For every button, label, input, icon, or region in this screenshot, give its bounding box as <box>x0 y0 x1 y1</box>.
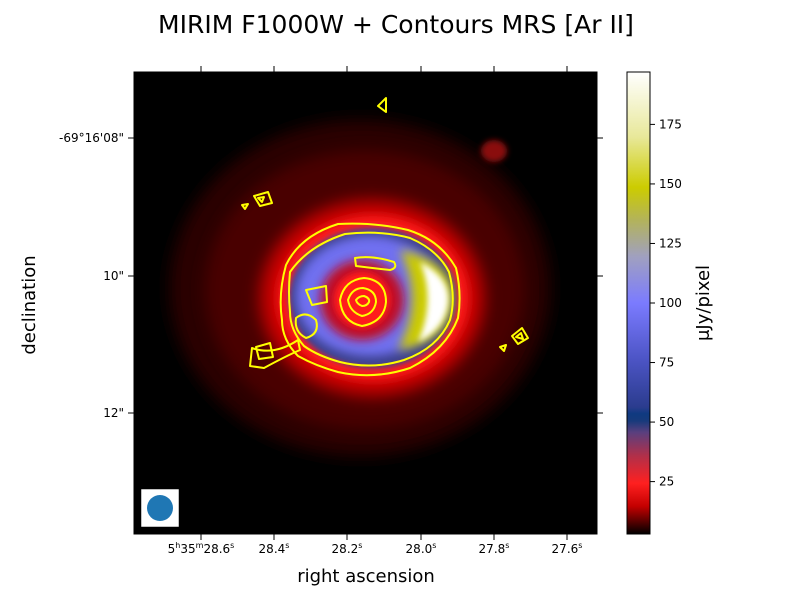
colorbar-tick-label-3: 100 <box>659 296 682 310</box>
contour-left-top <box>253 191 273 207</box>
bright-crescent <box>418 262 449 342</box>
contour-right <box>511 327 529 345</box>
contour-center-outer <box>339 277 387 327</box>
colorbar-gradient <box>626 71 651 535</box>
beam-circle <box>147 495 173 521</box>
contour-tail <box>249 339 301 369</box>
colorbar-tick-label-1: 50 <box>659 415 674 429</box>
y-tick-label-2: 12" <box>103 406 124 420</box>
x-tick-label-0: 5h35m28.6s <box>168 541 235 556</box>
colorbar-ticks: 25 50 75 100 125 150 175 <box>650 117 682 489</box>
contour-mid <box>288 231 454 367</box>
contour-left-small <box>241 203 249 210</box>
chart-title: MIRIM F1000W + Contours MRS [Ar II] <box>158 10 634 39</box>
contour-upper-streak <box>354 256 397 271</box>
contour-right-small <box>499 344 507 352</box>
x-tick-label-2: 28.2s <box>332 541 363 556</box>
x-tick-label-3: 28.0s <box>406 541 437 556</box>
colorbar-tick-label-0: 25 <box>659 475 674 489</box>
y-tick-label-1: 10" <box>103 269 124 283</box>
x-ticks <box>200 66 568 540</box>
contour-inner-left2 <box>294 313 318 339</box>
contour-right-inner <box>515 332 524 340</box>
x-tick-label-5: 27.6s <box>552 541 583 556</box>
contour-center-core <box>355 295 371 307</box>
background-source <box>481 140 507 162</box>
contour-center-mid <box>347 287 377 317</box>
colorbar-tick-label-4: 125 <box>659 236 682 250</box>
central-ejecta-core <box>334 272 390 328</box>
argon-contours <box>241 97 529 377</box>
colorbar: 25 50 75 100 125 150 175 μJy/pixel <box>626 71 714 535</box>
x-tick-label-1: 28.4s <box>259 541 290 556</box>
colorbar-tick-label-2: 75 <box>659 356 674 370</box>
colorbar-tick-label-5: 150 <box>659 177 682 191</box>
image-frame <box>133 71 598 535</box>
contour-tail-inner <box>255 342 274 360</box>
y-ticks <box>128 137 603 414</box>
contour-left-top-inner <box>257 196 265 203</box>
colorbar-tick-label-6: 175 <box>659 117 682 131</box>
contour-top <box>377 97 387 113</box>
y-tick-label-0: -69°16'08" <box>59 131 124 145</box>
contour-inner-left <box>305 285 328 306</box>
colorbar-label: μJy/pixel <box>693 265 714 341</box>
image-panel <box>134 72 597 534</box>
x-tick-label-4: 27.8s <box>479 541 510 556</box>
contour-outer <box>279 222 461 377</box>
y-axis-label: declination <box>19 255 40 354</box>
x-axis-label: right ascension <box>297 566 435 587</box>
